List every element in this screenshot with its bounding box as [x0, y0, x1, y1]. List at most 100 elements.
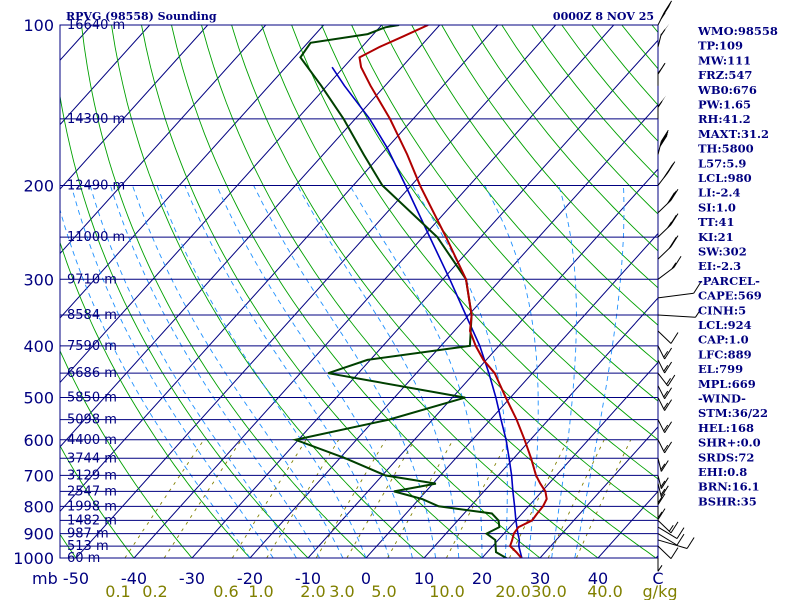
- isotherm-line: [481, 361, 658, 558]
- wind-barb: [657, 397, 673, 411]
- pressure-tick-label: 700: [23, 466, 54, 485]
- wind-barb: [657, 23, 670, 48]
- wind-barb-full: [660, 131, 669, 144]
- height-label: 987 m: [67, 527, 109, 542]
- height-labels: 16640 m 14300 m 12490 m 11000 m 9710 m 8584 m…: [67, 18, 125, 566]
- temperature-tick-label: 0: [361, 569, 371, 588]
- mixing-ratio-tick-label: 40.0: [587, 582, 623, 600]
- temperature-tick-label: -40: [121, 569, 147, 588]
- wind-barb-full: [664, 399, 673, 411]
- wind-barb: [657, 385, 673, 400]
- temperature-tick-label: C: [652, 569, 663, 588]
- wind-barb-half: [668, 524, 674, 532]
- wind-barb-staff: [657, 533, 678, 546]
- isotherm-line: [60, 25, 325, 319]
- isotherm-line: [60, 25, 151, 126]
- height-label: 4400 m: [67, 433, 117, 448]
- index-entry: L57:5.9: [698, 156, 746, 170]
- wind-barb-full: [664, 441, 673, 454]
- mixing-ratio-line: [266, 439, 340, 558]
- mixing-ratio-tick-label: 10.0: [429, 582, 465, 600]
- dry-adiabat-line: [171, 25, 541, 558]
- mixing-ratio-line: [124, 439, 205, 558]
- temperature-tick-label: 20: [472, 569, 492, 588]
- wind-barb-staff: [657, 539, 688, 549]
- wind-barb-half: [671, 262, 677, 270]
- height-label: 2547 m: [67, 484, 117, 499]
- index-entry: HEL:168: [698, 421, 754, 435]
- wind-barb-half: [657, 101, 663, 108]
- dry-adiabat-line: [81, 25, 367, 558]
- height-label: 8584 m: [67, 308, 117, 323]
- dry-adiabat-line: [111, 25, 425, 558]
- wind-barb-half: [657, 565, 663, 572]
- wind-barb-staff: [657, 372, 669, 387]
- wind-barb-staff: [657, 526, 678, 540]
- wind-barb: [657, 537, 695, 549]
- mixing-ratio-tick-label: g/kg: [643, 582, 678, 600]
- wind-barb-full: [676, 527, 685, 539]
- index-entry: EI:-2.3: [698, 259, 741, 273]
- index-entry: CAP:1.0: [698, 333, 749, 347]
- index-entry: -PARCEL-: [698, 274, 760, 288]
- mixing-ratio-tick-label: 0.1: [105, 582, 130, 600]
- height-label: 11000 m: [67, 230, 125, 245]
- wind-barb: [657, 130, 669, 155]
- index-entry: WMO:98558: [697, 24, 778, 38]
- temperature-tick-label: -50: [63, 569, 89, 588]
- valid-time: 0000Z 8 NOV 25: [553, 10, 654, 23]
- wind-barb-full: [657, 62, 666, 75]
- height-label: 3744 m: [67, 451, 117, 466]
- pressure-tick-label: 900: [23, 525, 54, 544]
- isotherm-line: [60, 25, 441, 448]
- wind-barb-full: [670, 213, 679, 225]
- wind-barb-full: [659, 135, 668, 147]
- wind-barb: [657, 419, 673, 433]
- wind-barb: [657, 545, 679, 559]
- index-entry: RH:41.2: [698, 112, 751, 126]
- wind-barb-half: [663, 171, 669, 178]
- wind-barb: [657, 359, 673, 374]
- wind-barb: [657, 372, 676, 387]
- wind-barb: [657, 345, 673, 360]
- wind-barb: [657, 458, 669, 472]
- wind-barb-staff: [657, 520, 672, 534]
- height-label: 6686 m: [67, 366, 117, 381]
- wind-barb: [657, 330, 679, 344]
- wind-barb-half: [663, 365, 669, 372]
- wind-barb-half: [660, 480, 666, 488]
- wind-barb-staff: [657, 545, 672, 559]
- index-entry: WB0:676: [697, 83, 757, 97]
- dry-adiabat-line: [231, 25, 657, 558]
- dry-adiabat-line: [351, 25, 658, 402]
- height-label: 12490 m: [67, 178, 125, 193]
- isotherm-line: [60, 25, 499, 513]
- wind-barb-full: [676, 533, 685, 546]
- mixing-ratio-tick-label: 0.2: [142, 582, 167, 600]
- height-label: 513 m: [67, 539, 109, 554]
- temperature-trace: [358, 25, 548, 558]
- index-entry: LCL:924: [698, 318, 752, 332]
- wind-barb-full: [670, 547, 679, 559]
- height-label: 9710 m: [67, 272, 117, 287]
- wind-barb-full: [673, 255, 682, 268]
- wind-barb: [657, 161, 676, 186]
- wind-barb-half: [660, 488, 666, 496]
- wind-barb-staff: [657, 292, 694, 299]
- isotherm-line: [365, 232, 658, 558]
- index-entry: LCL:980: [698, 171, 752, 185]
- dry-adiabat-line: [60, 93, 309, 558]
- indices-panel: WMO:98558TP:109MW:111FRZ:547WB0:676PW:1.…: [697, 24, 778, 508]
- pressure-tick-label: 500: [23, 389, 54, 408]
- mixing-ratio-tick-label: 5.0: [371, 582, 396, 600]
- wind-barb-half: [695, 311, 700, 318]
- wind-barbs: [657, 0, 702, 572]
- wind-barb-staff: [657, 33, 662, 48]
- index-entry: MW:111: [698, 53, 751, 67]
- index-entry: SW:302: [698, 245, 747, 259]
- wind-barb-half: [660, 463, 666, 471]
- wind-barb-full: [670, 332, 679, 344]
- wind-barb: [657, 95, 666, 119]
- mixing-ratio-tick-label: 0.6: [213, 582, 238, 600]
